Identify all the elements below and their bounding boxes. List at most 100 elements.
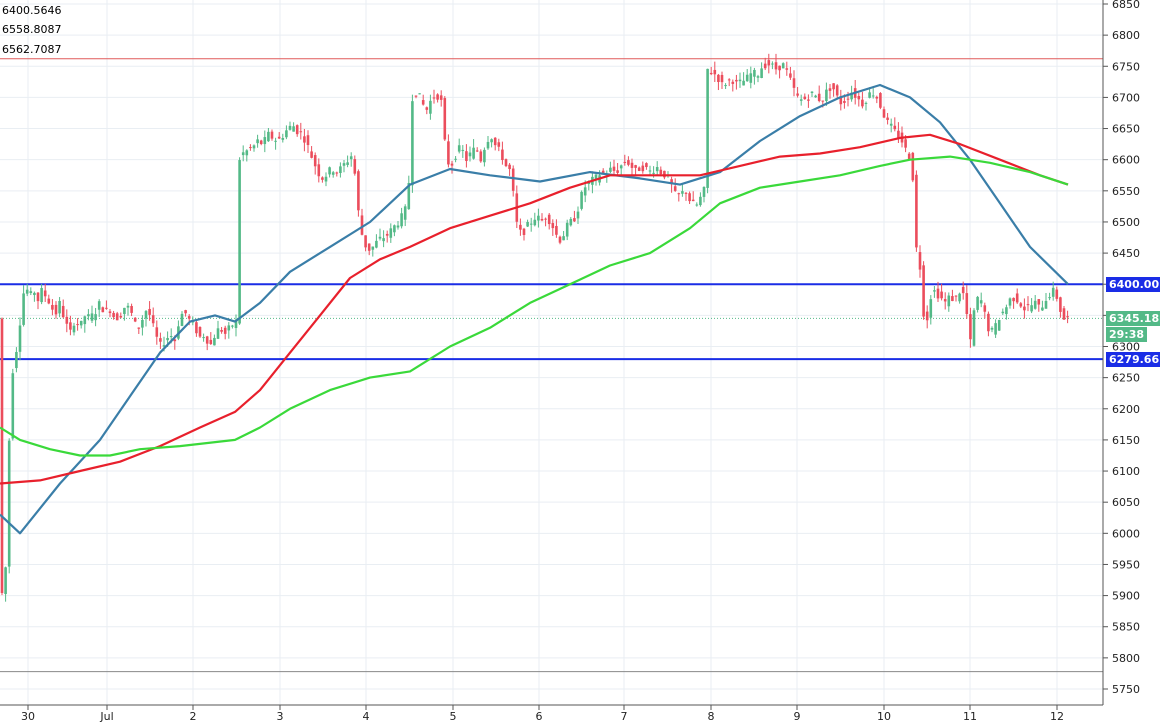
price-tick-label: 6250 xyxy=(1112,372,1140,385)
candle-body xyxy=(299,131,303,133)
candle-body xyxy=(979,300,983,304)
candle-body xyxy=(1059,297,1062,312)
candle-body xyxy=(479,151,483,162)
candle-body xyxy=(889,123,893,126)
candle-body xyxy=(565,222,569,237)
candle-body xyxy=(7,440,11,567)
candle-body xyxy=(681,191,684,194)
horizontal-levels xyxy=(0,58,1103,673)
candle-body xyxy=(367,243,371,251)
candle-body xyxy=(148,308,151,315)
candle-body xyxy=(33,292,36,296)
price-tick-label: 5800 xyxy=(1112,652,1140,665)
candle-body xyxy=(537,215,540,221)
candle-body xyxy=(25,289,29,294)
sma-slow-line xyxy=(0,155,1069,457)
candle-body xyxy=(65,316,69,324)
candle-body xyxy=(1037,299,1041,305)
candle-body xyxy=(753,69,756,77)
price-tick-label: 6100 xyxy=(1112,465,1140,478)
candle-body xyxy=(483,149,486,163)
candle-body xyxy=(317,164,321,177)
price-tick-label: 6800 xyxy=(1112,29,1140,42)
candle-body xyxy=(763,63,767,69)
candle-body xyxy=(411,101,414,186)
candle-body xyxy=(767,60,771,66)
candle-body xyxy=(263,137,267,145)
candle-body xyxy=(385,233,389,236)
price-tick-label: 6750 xyxy=(1112,60,1140,73)
candle-body xyxy=(97,301,101,310)
candle-body xyxy=(1030,305,1033,312)
candle-body xyxy=(1044,300,1048,309)
candle-body xyxy=(198,326,202,337)
candle-body xyxy=(652,172,655,174)
candle-body xyxy=(202,337,205,339)
candle-body xyxy=(285,130,288,138)
candle-body xyxy=(857,96,861,100)
candle-body xyxy=(414,95,418,97)
price-tick-label: 6450 xyxy=(1112,247,1140,260)
price-tick-label: 6200 xyxy=(1112,403,1140,416)
candle-body xyxy=(760,68,763,79)
candle-body xyxy=(709,72,713,75)
candle-body xyxy=(360,215,364,235)
candle-body xyxy=(580,191,583,209)
time-axis[interactable]: 30 Jul 2 3 4 5 6 7 8 9 10 11 12 xyxy=(0,704,1103,723)
candle-body xyxy=(1051,287,1055,297)
candle-body xyxy=(364,235,367,248)
candle-body xyxy=(90,313,94,321)
candle-body xyxy=(817,93,821,102)
candle-body xyxy=(911,152,915,181)
candle-body xyxy=(745,74,749,82)
candle-body xyxy=(270,131,274,139)
candle-body xyxy=(281,138,285,140)
candle-body xyxy=(382,238,385,242)
candle-body xyxy=(951,296,954,302)
candle-body xyxy=(443,98,447,140)
candle-body xyxy=(929,299,933,318)
candle-body xyxy=(742,80,745,86)
candle-body xyxy=(562,236,565,241)
sma-fast-label: 6400.5646 xyxy=(2,4,62,17)
candle-body xyxy=(454,158,457,160)
candle-body xyxy=(213,337,216,346)
candle-body xyxy=(774,62,778,70)
candle-body xyxy=(1055,289,1059,299)
candle-body xyxy=(547,214,551,225)
candle-body xyxy=(209,339,213,345)
candle-body xyxy=(267,131,270,142)
candle-body xyxy=(51,304,54,310)
candle-body xyxy=(504,159,508,167)
candle-body xyxy=(371,246,375,250)
candle-body xyxy=(961,286,965,294)
candle-body xyxy=(493,137,497,146)
candle-body xyxy=(623,161,627,163)
candle-body xyxy=(706,68,709,188)
candle-body xyxy=(238,160,241,324)
candle-body xyxy=(526,221,529,227)
candle-body xyxy=(843,101,846,103)
candle-body xyxy=(119,316,123,318)
candle-body xyxy=(159,338,162,342)
candle-body xyxy=(274,140,277,142)
price-tick-label: 6500 xyxy=(1112,216,1140,229)
candle-body xyxy=(691,199,695,202)
candle-body xyxy=(749,73,753,83)
candle-body xyxy=(69,322,72,330)
candle-body xyxy=(378,236,382,239)
candle-body xyxy=(540,218,544,221)
candle-body xyxy=(166,337,169,341)
last-price-tag: 6345.18 xyxy=(1106,310,1160,326)
candle-body xyxy=(814,95,817,98)
candle-body xyxy=(907,153,911,160)
candle-body xyxy=(216,328,220,339)
candle-body xyxy=(1001,311,1005,314)
candle-body xyxy=(792,78,796,88)
candle-body xyxy=(29,291,33,294)
support-price-tag: 6279.66 xyxy=(1106,351,1160,367)
candle-body xyxy=(43,290,47,297)
candle-body xyxy=(0,318,4,593)
candle-body xyxy=(259,140,263,145)
